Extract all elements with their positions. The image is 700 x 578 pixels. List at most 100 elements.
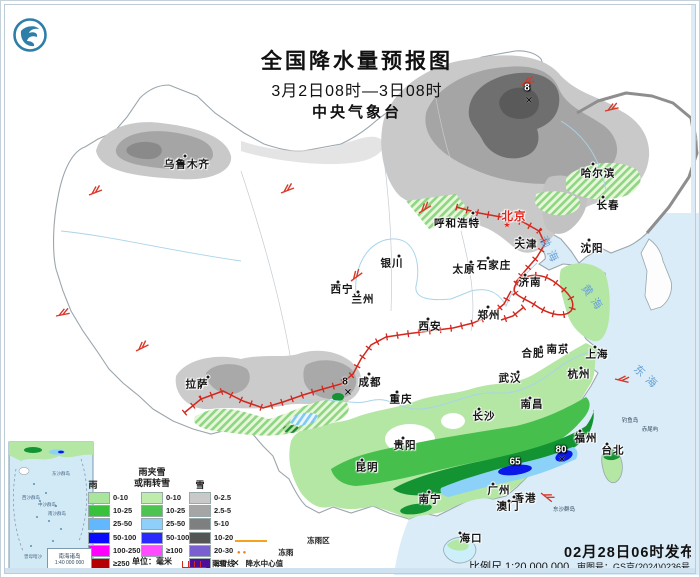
city-dot-icon — [527, 395, 533, 401]
precip-center-x-icon: ✕ — [524, 95, 534, 107]
city-dot-icon — [396, 253, 402, 259]
city-dot-icon — [335, 279, 341, 285]
precip-center-value: 8 — [524, 82, 530, 94]
legend-swatch — [189, 518, 211, 531]
island-name-label: 赤尾屿 — [641, 427, 659, 433]
city-label: 兰州 — [351, 293, 375, 306]
city-dot-icon — [470, 210, 476, 216]
city-dot-icon — [457, 530, 463, 536]
freezing-rain-area-icon — [235, 539, 267, 543]
korea-outline — [640, 238, 672, 311]
city-dot-icon — [563, 342, 569, 348]
city-dot-icon — [476, 406, 482, 412]
city-label: 拉萨 — [185, 378, 209, 391]
legend-value-label: 10-25 — [166, 506, 186, 516]
legend-value-label: 0-2.5 — [214, 493, 232, 502]
city-dot-icon — [506, 498, 512, 504]
city-label: 重庆 — [389, 393, 413, 406]
inset-island-label: 东沙群岛 — [52, 471, 70, 476]
city-label: 台北 — [601, 444, 625, 457]
legend-value-label: 2.5-5 — [214, 506, 232, 516]
legend-swatch — [189, 544, 211, 557]
city-label: 贵阳 — [393, 439, 417, 452]
city-label: 沈阳 — [580, 242, 604, 255]
legend-value-label: 10-20 — [214, 532, 234, 542]
legend-swatch — [141, 531, 163, 544]
city-label: 乌鲁木齐 — [164, 158, 210, 171]
city-dot-icon — [600, 194, 606, 200]
city-label: 武汉 — [498, 372, 522, 385]
city-label: 南京 — [546, 343, 570, 356]
city-label: 合肥 — [521, 347, 545, 360]
legend-sleet-title2: 或雨转雪 — [133, 478, 171, 488]
legend-value-label: 25-50 — [113, 519, 133, 529]
legend-value-label: 100-250 — [113, 545, 141, 555]
legend-value-label: 0-10 — [113, 493, 129, 502]
capital-star-icon: ★ — [503, 220, 511, 230]
city-dot-icon — [604, 441, 610, 447]
city-dot-icon — [425, 316, 431, 322]
city-dot-icon — [359, 457, 365, 463]
city-label: 郑州 — [477, 309, 501, 322]
forecast-period: 3月2日08时—3日08时 — [271, 83, 443, 100]
rain-snow-line-icon — [182, 560, 206, 568]
city-label: 哈尔滨 — [580, 167, 616, 180]
legend-swatch — [88, 531, 110, 544]
cma-logo — [13, 18, 47, 52]
sea-area — [431, 213, 699, 575]
legend-value-label: ≥250 — [113, 559, 130, 568]
legend-rain-snow-line: 雨雪线 — [182, 558, 235, 569]
legend-value-label: 10-25 — [113, 506, 133, 516]
city-label: 长沙 — [472, 410, 496, 423]
approval-number: 审图号：GS京(2024)0236号 — [577, 562, 691, 572]
legend-unit: 单位：毫米 — [132, 557, 172, 566]
legend-swatch — [88, 505, 110, 518]
city-dot-icon — [592, 344, 598, 350]
city-label: 济南 — [518, 276, 542, 289]
legend-swatch — [88, 518, 110, 531]
city-label: 长春 — [596, 199, 620, 212]
city-dot-icon — [400, 435, 406, 441]
city-label: 福州 — [574, 432, 598, 445]
city-dot-icon — [394, 389, 400, 395]
legend-rain-title: 雨 — [88, 480, 98, 490]
city-dot-icon — [586, 237, 592, 243]
city-label: 天津 — [514, 238, 538, 251]
island-name-label: 钓鱼岛 — [621, 418, 639, 424]
city-dot-icon — [355, 289, 361, 295]
city-label: 北京 — [501, 211, 527, 223]
city-label: 成都 — [358, 376, 382, 389]
city-label: 杭州 — [567, 368, 591, 381]
inset-island-label: 西沙群岛 — [22, 495, 40, 500]
inset-scale: 1:40 000 000 — [54, 560, 85, 566]
legend-value-label: 50-100 — [113, 532, 137, 542]
city-label: 西安 — [418, 320, 442, 333]
city-dot-icon — [485, 304, 491, 310]
city-label: 太原 — [452, 263, 476, 276]
page-title: 全国降水量预报图 — [261, 50, 453, 73]
legend-sleet-title: 雨夹雪 — [138, 467, 166, 477]
legend-precip-center: ✕ 降水中心值 — [232, 558, 284, 568]
city-label: 银川 — [380, 257, 404, 270]
precip-center-x-icon: ✕ — [557, 454, 567, 466]
legend-swatch — [141, 505, 163, 518]
island-name-label: 东沙群岛 — [552, 507, 576, 513]
city-dot-icon — [515, 369, 521, 375]
inset-island-label: 曾母暗沙 — [24, 554, 42, 559]
precip-center-value: 80 — [555, 444, 567, 456]
inset-scale-box: 南海诸岛 1:40 000 000 — [47, 548, 92, 571]
city-label: 海口 — [459, 532, 483, 545]
city-dot-icon — [578, 365, 584, 371]
legend-value-label: 20-30 — [214, 545, 234, 555]
city-label: 呼和浩特 — [434, 217, 480, 230]
legend-value-label: ≥30 — [214, 559, 227, 568]
city-dot-icon — [511, 494, 517, 500]
legend-value-label: 50-100 — [166, 532, 190, 542]
city-label: 上海 — [585, 348, 609, 361]
city-label: 南宁 — [418, 493, 442, 506]
legend-value-label: 25-50 — [166, 519, 186, 529]
city-dot-icon — [522, 272, 528, 278]
city-dot-icon — [590, 161, 596, 167]
